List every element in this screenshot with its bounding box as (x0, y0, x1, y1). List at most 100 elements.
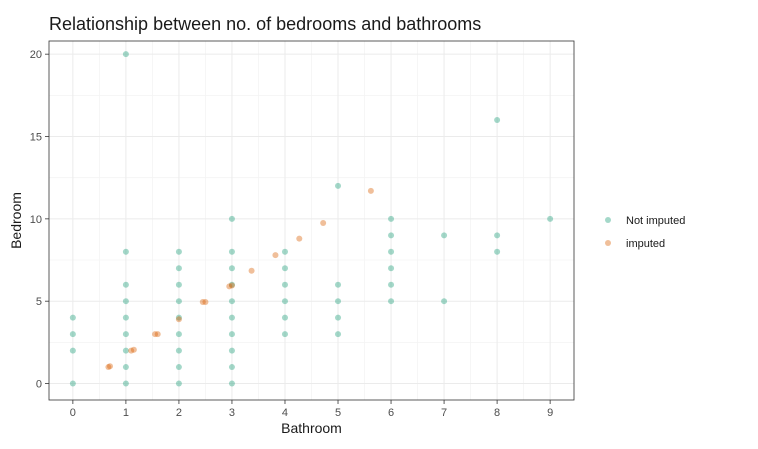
data-point (152, 331, 159, 338)
data-point (122, 281, 129, 288)
legend-label: Not imputed (626, 215, 685, 227)
data-point (69, 380, 76, 387)
data-point (175, 347, 182, 354)
data-point (272, 252, 279, 259)
x-tick-label: 0 (70, 407, 76, 419)
data-point (154, 331, 161, 338)
data-point (441, 232, 448, 239)
series-not-imputed (69, 51, 554, 387)
x-tick-label: 7 (441, 407, 447, 419)
data-point (69, 314, 76, 321)
data-point (226, 283, 233, 290)
chart-title: Relationship between no. of bedrooms and… (49, 14, 481, 34)
data-point (281, 265, 288, 272)
data-point (335, 314, 342, 321)
x-tick-label: 5 (335, 407, 341, 419)
data-point (335, 331, 342, 338)
axes: 0 1 2 3 4 5 6 7 8 9 0 5 10 15 20 (30, 49, 553, 419)
data-point (69, 331, 76, 338)
data-point (388, 248, 395, 255)
x-tick-label: 9 (547, 407, 553, 419)
x-tick-label: 4 (282, 407, 288, 419)
data-point (228, 314, 235, 321)
data-point (199, 299, 206, 306)
data-point (175, 364, 182, 371)
data-point (494, 117, 501, 124)
data-point (281, 248, 288, 255)
data-point (122, 314, 129, 321)
data-point (175, 316, 182, 323)
data-point (335, 298, 342, 305)
x-axis-title: Bathroom (281, 420, 342, 436)
x-tick-label: 6 (388, 407, 394, 419)
data-point (228, 298, 235, 305)
data-point (122, 248, 129, 255)
data-point (228, 215, 235, 222)
data-point (228, 380, 235, 387)
x-tick-label: 8 (494, 407, 500, 419)
data-point (175, 298, 182, 305)
data-point (281, 314, 288, 321)
data-point (130, 346, 137, 353)
data-point (175, 380, 182, 387)
data-point (494, 248, 501, 255)
data-point (175, 314, 182, 321)
data-point (320, 219, 327, 226)
y-tick-label: 10 (30, 214, 42, 226)
data-point (122, 331, 129, 338)
data-point (122, 380, 129, 387)
data-point (388, 298, 395, 305)
legend-key (605, 240, 611, 246)
x-tick-label: 3 (229, 407, 235, 419)
data-point (335, 281, 342, 288)
data-point (228, 265, 235, 272)
series-imputed (105, 187, 374, 371)
data-point (69, 347, 76, 354)
legend-label: imputed (626, 238, 665, 250)
data-point (128, 347, 135, 354)
data-point (122, 298, 129, 305)
x-tick-label: 1 (123, 407, 129, 419)
data-point (228, 282, 235, 289)
y-tick-label: 0 (36, 379, 42, 391)
data-point (122, 364, 129, 371)
grid (49, 41, 574, 400)
y-axis-title: Bedroom (8, 192, 24, 249)
data-point (228, 331, 235, 338)
data-point (388, 281, 395, 288)
data-point (175, 331, 182, 338)
data-point (367, 187, 374, 194)
legend-item: Not imputed (605, 215, 685, 227)
data-point (441, 298, 448, 305)
data-point (175, 281, 182, 288)
y-tick-label: 20 (30, 49, 42, 61)
panel-border (48, 40, 575, 401)
data-points (69, 51, 554, 387)
data-point (228, 248, 235, 255)
data-point (281, 281, 288, 288)
data-point (248, 267, 255, 274)
legend-item: imputed (605, 238, 665, 250)
data-point (106, 363, 113, 370)
y-tick-label: 5 (36, 296, 42, 308)
data-point (281, 331, 288, 338)
data-point (175, 265, 182, 272)
data-point (175, 248, 182, 255)
data-point (281, 298, 288, 305)
data-point (105, 364, 112, 371)
data-point (335, 182, 342, 189)
data-point (494, 232, 501, 239)
data-point (388, 215, 395, 222)
data-point (122, 347, 129, 354)
legend: Not imputed imputed (605, 215, 685, 250)
data-point (228, 347, 235, 354)
data-point (228, 364, 235, 371)
x-tick-label: 2 (176, 407, 182, 419)
data-point (296, 235, 303, 242)
y-tick-label: 15 (30, 132, 42, 144)
data-point (122, 51, 129, 58)
legend-key (605, 217, 611, 223)
data-point (547, 215, 554, 222)
data-point (388, 232, 395, 239)
